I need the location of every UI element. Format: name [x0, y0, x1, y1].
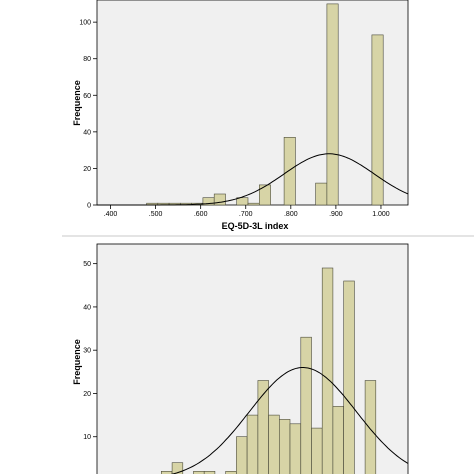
y-tick-label: 80: [83, 56, 91, 63]
x-tick-label: 1.000: [372, 211, 390, 218]
histogram-bar: [203, 470, 216, 474]
y-tick-label: 60: [83, 93, 91, 100]
histogram-bar: [343, 280, 355, 474]
histogram-bar: [268, 414, 280, 474]
histogram-bar: [225, 470, 237, 474]
y-tick-label: 10: [83, 434, 91, 441]
x-tick-label: .600: [194, 211, 208, 218]
top-y-axis-label: Frequence: [72, 80, 82, 126]
histogram-bar: [236, 436, 248, 474]
histogram-bar: [236, 197, 249, 206]
histogram-bar: [326, 3, 339, 206]
histogram-bar: [311, 427, 323, 474]
y-tick-label: 20: [83, 166, 91, 173]
histogram-bar: [315, 182, 328, 206]
y-tick-label: 40: [83, 129, 91, 136]
histogram-bar: [258, 184, 271, 206]
histogram-bar: [364, 380, 377, 474]
bottom-normal-curve: [170, 367, 409, 474]
top-y-ticks: 0 20 40 60 80 100: [79, 20, 97, 210]
y-tick-label: 0: [87, 203, 91, 210]
top-plot-area: [96, 0, 409, 206]
top-x-ticks: .400 .500 .600 .700 .800 .900 1.000: [104, 205, 390, 218]
bottom-histogram: 10 20 30 40 50 Frequence: [72, 243, 409, 474]
x-tick-label: .400: [104, 211, 118, 218]
x-tick-label: .700: [239, 211, 253, 218]
top-normal-curve: [97, 153, 409, 206]
y-tick-label: 30: [83, 348, 91, 355]
top-bars: [146, 3, 384, 206]
histogram-bar: [332, 406, 344, 474]
bottom-bars: [161, 267, 377, 474]
x-tick-label: .900: [329, 211, 343, 218]
histogram-bar: [321, 267, 334, 474]
x-tick-label: .800: [284, 211, 298, 218]
y-tick-label: 100: [79, 20, 91, 27]
histogram-bar: [371, 34, 384, 206]
x-tick-label: .500: [149, 211, 163, 218]
histogram-bar: [161, 470, 173, 474]
bottom-y-ticks: 10 20 30 40 50: [83, 261, 97, 441]
histogram-bar: [246, 414, 259, 474]
histogram-bar: [289, 423, 301, 474]
histogram-bar: [283, 137, 296, 206]
histogram-bar: [278, 419, 291, 474]
bottom-y-axis-label: Frequence: [72, 339, 82, 385]
top-histogram: .400 .500 .600 .700 .800 .900 1.000 0 20 40 60 80 1…: [0, 0, 474, 232]
y-tick-label: 50: [83, 261, 91, 268]
y-tick-label: 20: [83, 391, 91, 398]
top-x-axis-label: EQ-5D-3L index: [222, 221, 289, 231]
histogram-bar: [213, 193, 226, 206]
histogram-bar: [193, 470, 205, 474]
histogram-bar: [247, 202, 260, 206]
histogram-bar: [300, 336, 312, 474]
y-tick-label: 40: [83, 304, 91, 311]
